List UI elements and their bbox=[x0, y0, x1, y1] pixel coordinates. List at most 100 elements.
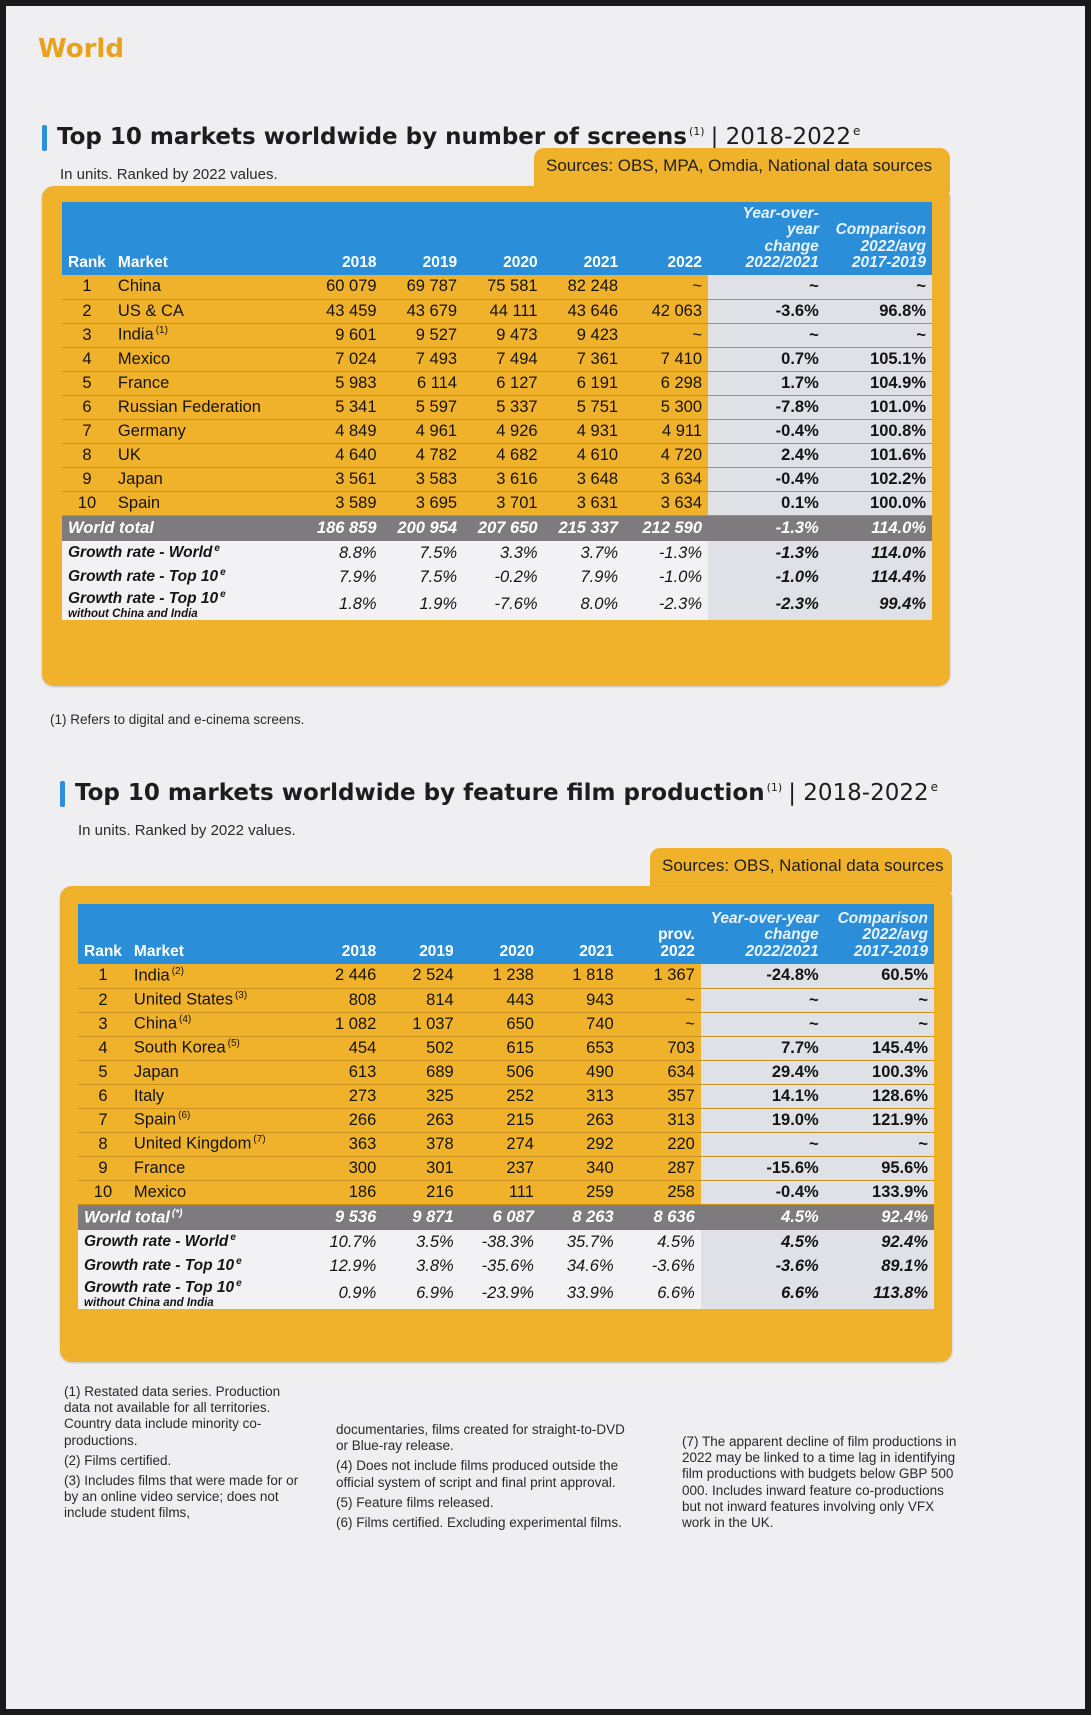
yoy-cell: -24.8% bbox=[700, 964, 825, 989]
total-label-text: World total bbox=[68, 518, 154, 537]
footnote: (4) Does not include films produced outs… bbox=[336, 1458, 619, 1490]
market-name: Spain bbox=[133, 1110, 177, 1129]
market-cell: China (4) bbox=[127, 1012, 305, 1037]
value-cell-2019: 689 bbox=[382, 1060, 460, 1085]
value-cell-2021: 7 361 bbox=[543, 347, 625, 372]
col-cmp-line1: Comparison bbox=[835, 221, 926, 239]
world-total-row: World total (*) 9 536 9 871 6 087 8 263 8 636 4… bbox=[78, 1204, 934, 1230]
growth-value-2021: 35.7% bbox=[539, 1230, 620, 1254]
market-cell: India (1) bbox=[111, 323, 303, 348]
growth-value-2018: 8.8% bbox=[302, 541, 383, 566]
value-cell-2020: 443 bbox=[459, 988, 540, 1013]
total-value-2018: 186 859 bbox=[302, 515, 383, 542]
growth-label-text: Growth rate - Top 10 bbox=[68, 590, 219, 608]
value-cell-2022: 287 bbox=[619, 1156, 701, 1181]
market-cell: France bbox=[127, 1156, 305, 1181]
films-title-text: Top 10 markets worldwide by feature film… bbox=[75, 780, 765, 806]
total-value-2020: 6 087 bbox=[459, 1204, 540, 1230]
value-cell-2021: 6 191 bbox=[543, 371, 625, 396]
market-name: UK bbox=[117, 445, 141, 464]
growth-comparison: 92.4% bbox=[824, 1230, 934, 1254]
col-yoy-line3: 2022/2021 bbox=[745, 253, 819, 271]
market-footnote-ref: (2) bbox=[171, 966, 184, 977]
value-cell-2021: 3 631 bbox=[543, 491, 625, 516]
total-footnote-ref: (*) bbox=[171, 1207, 183, 1219]
value-cell-2019: 7 493 bbox=[382, 347, 464, 372]
growth-comparison: 114.0% bbox=[824, 541, 932, 566]
growth-value-2018: 0.9% bbox=[304, 1278, 383, 1310]
comparison-cell: ~ bbox=[824, 323, 932, 348]
screens-title-text: Top 10 markets worldwide by number of sc… bbox=[57, 124, 687, 150]
table-row: 3 China (4) 1 082 1 037 650 740 ~ ~ ~ bbox=[78, 1012, 934, 1037]
value-cell-2018: 7 024 bbox=[302, 347, 383, 372]
growth-value-2020: -38.3% bbox=[459, 1230, 540, 1254]
value-cell-2021: 490 bbox=[539, 1060, 620, 1085]
table-row: 5 France 5 983 6 114 6 127 6 191 6 298 1.7% 104.… bbox=[62, 371, 932, 396]
growth-label: Growth rate - World e bbox=[62, 541, 303, 566]
col-cmp-line3: 2017-2019 bbox=[853, 942, 928, 960]
screens-range: | 2018-2022 bbox=[710, 124, 852, 150]
yoy-cell: -0.4% bbox=[708, 467, 825, 492]
screens-source: Sources: OBS, MPA, Omdia, National data … bbox=[534, 148, 950, 192]
market-name: United Kingdom bbox=[133, 1134, 252, 1153]
market-name: South Korea bbox=[133, 1038, 226, 1057]
value-cell-2020: 75 581 bbox=[463, 275, 544, 300]
comparison-cell: 133.9% bbox=[824, 1180, 934, 1205]
value-cell-2019: 2 524 bbox=[382, 964, 460, 989]
value-cell-2018: 363 bbox=[304, 1132, 383, 1157]
col-rank: Rank bbox=[62, 202, 112, 276]
footnote: documentaries, films created for straigh… bbox=[336, 1422, 625, 1454]
growth-comparison: 89.1% bbox=[824, 1254, 934, 1278]
growth-label-text: Growth rate - Top 10 bbox=[84, 1257, 235, 1275]
value-cell-2021: 313 bbox=[539, 1084, 620, 1109]
col-2021: 2021 bbox=[539, 904, 620, 964]
yoy-cell: 0.1% bbox=[708, 491, 825, 516]
market-name: Japan bbox=[117, 469, 163, 488]
yoy-cell: ~ bbox=[700, 1012, 825, 1037]
value-cell-2019: 325 bbox=[382, 1084, 460, 1109]
growth-value-2021: 34.6% bbox=[539, 1254, 620, 1278]
value-cell-2021: 259 bbox=[539, 1180, 620, 1205]
value-cell-2018: 5 341 bbox=[302, 395, 383, 420]
value-cell-2022: 258 bbox=[619, 1180, 701, 1205]
market-footnote-ref: (1) bbox=[155, 325, 168, 337]
value-cell-2022: ~ bbox=[619, 988, 701, 1013]
col-rank: Rank bbox=[78, 904, 128, 964]
col-prov-line2: 2022 bbox=[660, 942, 695, 960]
col-cmp-line2: 2022/avg bbox=[862, 926, 929, 944]
value-cell-2018: 186 bbox=[304, 1180, 383, 1205]
comparison-cell: 121.9% bbox=[824, 1108, 934, 1133]
market-cell: France bbox=[111, 371, 303, 396]
market-cell: South Korea (5) bbox=[127, 1036, 305, 1061]
value-cell-2020: 615 bbox=[459, 1036, 540, 1061]
value-cell-2019: 69 787 bbox=[382, 275, 464, 300]
yoy-cell: -15.6% bbox=[700, 1156, 825, 1181]
value-cell-2020: 506 bbox=[459, 1060, 540, 1085]
value-cell-2020: 3 701 bbox=[463, 491, 544, 516]
growth-value-2020: 3.3% bbox=[463, 541, 544, 566]
growth-value-2018: 1.8% bbox=[302, 589, 383, 621]
growth-value-2022: -3.6% bbox=[619, 1254, 701, 1278]
comparison-cell: 100.0% bbox=[824, 491, 932, 516]
value-cell-2020: 252 bbox=[459, 1084, 540, 1109]
screens-title-note: (1) bbox=[689, 125, 705, 139]
growth-label: Growth rate - Top 10 e without China and I… bbox=[78, 1278, 305, 1310]
value-cell-2019: 216 bbox=[382, 1180, 460, 1205]
value-cell-2020: 9 473 bbox=[463, 323, 544, 348]
col-cmp-line3: 2017-2019 bbox=[851, 253, 926, 271]
value-cell-2018: 3 589 bbox=[302, 491, 383, 516]
growth-yoy: -1.3% bbox=[708, 541, 825, 566]
market-name: India bbox=[117, 325, 154, 344]
yoy-cell: 29.4% bbox=[700, 1060, 825, 1085]
growth-row: Growth rate - Top 10 e 12.9% 3.8% -35.6% 34.6… bbox=[78, 1254, 934, 1278]
market-name: Italy bbox=[133, 1086, 165, 1105]
value-cell-2022: 4 911 bbox=[624, 419, 709, 444]
growth-yoy: -2.3% bbox=[708, 589, 825, 621]
value-cell-2020: 4 682 bbox=[463, 443, 544, 468]
yoy-cell: 19.0% bbox=[700, 1108, 825, 1133]
growth-comparison: 113.8% bbox=[824, 1278, 934, 1310]
growth-row: Growth rate - World e 8.8% 7.5% 3.3% 3.7% -1.3… bbox=[62, 541, 932, 566]
table-row: 7 Germany 4 849 4 961 4 926 4 931 4 911 -0.4% 10… bbox=[62, 419, 932, 444]
growth-value-2018: 10.7% bbox=[304, 1230, 383, 1254]
value-cell-2020: 4 926 bbox=[463, 419, 544, 444]
